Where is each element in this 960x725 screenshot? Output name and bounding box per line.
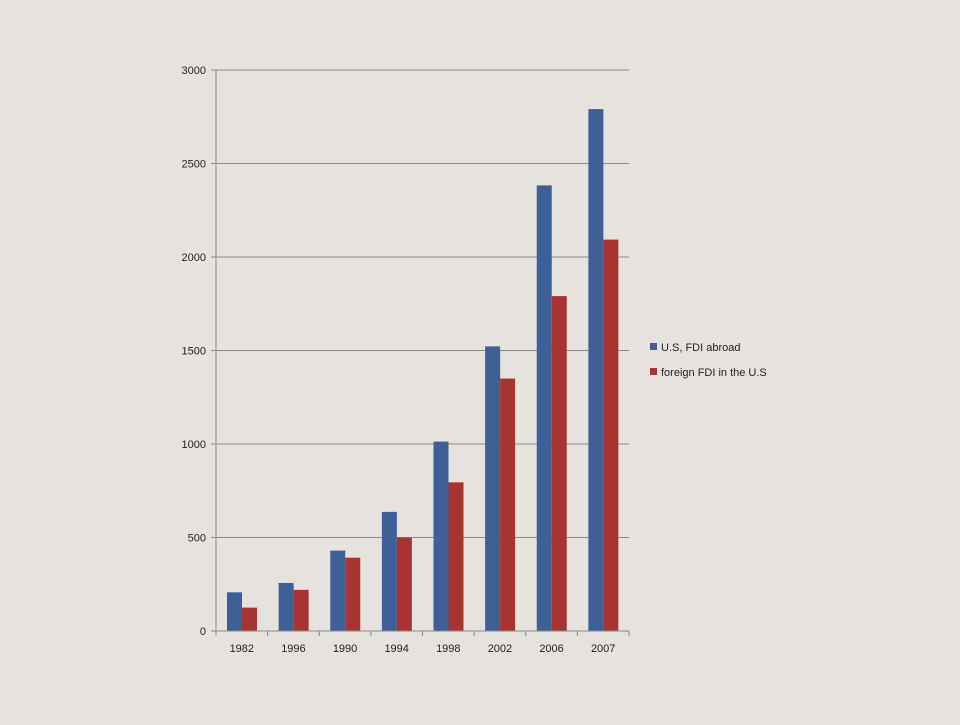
x-tick-label: 1994 bbox=[384, 643, 408, 655]
y-tick-label: 0 bbox=[200, 626, 206, 638]
y-tick-label: 1500 bbox=[182, 346, 206, 358]
bar-us-fdi-abroad-1990 bbox=[330, 550, 346, 631]
y-tick-label: 2500 bbox=[182, 159, 206, 171]
bar-foreign-fdi-in-us-1998 bbox=[448, 482, 464, 631]
bar-foreign-fdi-in-us-2007 bbox=[603, 239, 619, 631]
bar-us-fdi-abroad-2002 bbox=[485, 346, 501, 631]
legend-label-foreign-fdi-in-us: foreign FDI in the U.S bbox=[661, 367, 767, 379]
axes: 0 500 1000 1500 2000 2500 3000 1982 1996 1990 1994… bbox=[182, 65, 630, 655]
bars bbox=[227, 109, 619, 631]
bar-us-fdi-abroad-1998 bbox=[433, 441, 449, 631]
bar-us-fdi-abroad-1996 bbox=[278, 582, 294, 631]
bar-us-fdi-abroad-1994 bbox=[381, 511, 397, 631]
legend-swatch-foreign-fdi-in-us bbox=[650, 368, 657, 375]
legend: U.S, FDI abroad foreign FDI in the U.S bbox=[650, 342, 767, 379]
bar-foreign-fdi-in-us-1982 bbox=[242, 607, 257, 631]
x-tick-label: 1998 bbox=[436, 643, 460, 655]
y-tick-label: 1000 bbox=[182, 439, 206, 451]
bar-foreign-fdi-in-us-1996 bbox=[293, 589, 309, 631]
bar-us-fdi-abroad-2006 bbox=[536, 185, 552, 631]
x-tick-label: 1990 bbox=[333, 643, 357, 655]
y-tick-label: 3000 bbox=[182, 65, 206, 77]
bar-foreign-fdi-in-us-1994 bbox=[396, 537, 412, 631]
bar-us-fdi-abroad-1982 bbox=[227, 592, 242, 631]
bar-foreign-fdi-in-us-2002 bbox=[500, 378, 516, 631]
bar-us-fdi-abroad-2007 bbox=[588, 109, 604, 631]
legend-swatch-us-fdi-abroad bbox=[650, 343, 657, 350]
x-tick-label: 1982 bbox=[230, 643, 254, 655]
x-tick-label: 2007 bbox=[591, 643, 615, 655]
bar-foreign-fdi-in-us-1990 bbox=[345, 557, 361, 631]
gridlines bbox=[216, 69, 629, 538]
legend-label-us-fdi-abroad: U.S, FDI abroad bbox=[661, 342, 740, 354]
y-tick-label: 2000 bbox=[182, 252, 206, 264]
x-tick-label: 2006 bbox=[539, 643, 563, 655]
y-tick-label: 500 bbox=[188, 533, 206, 545]
x-tick-label: 1996 bbox=[281, 643, 305, 655]
x-tick-label: 2002 bbox=[488, 643, 512, 655]
bar-foreign-fdi-in-us-2006 bbox=[551, 296, 567, 631]
